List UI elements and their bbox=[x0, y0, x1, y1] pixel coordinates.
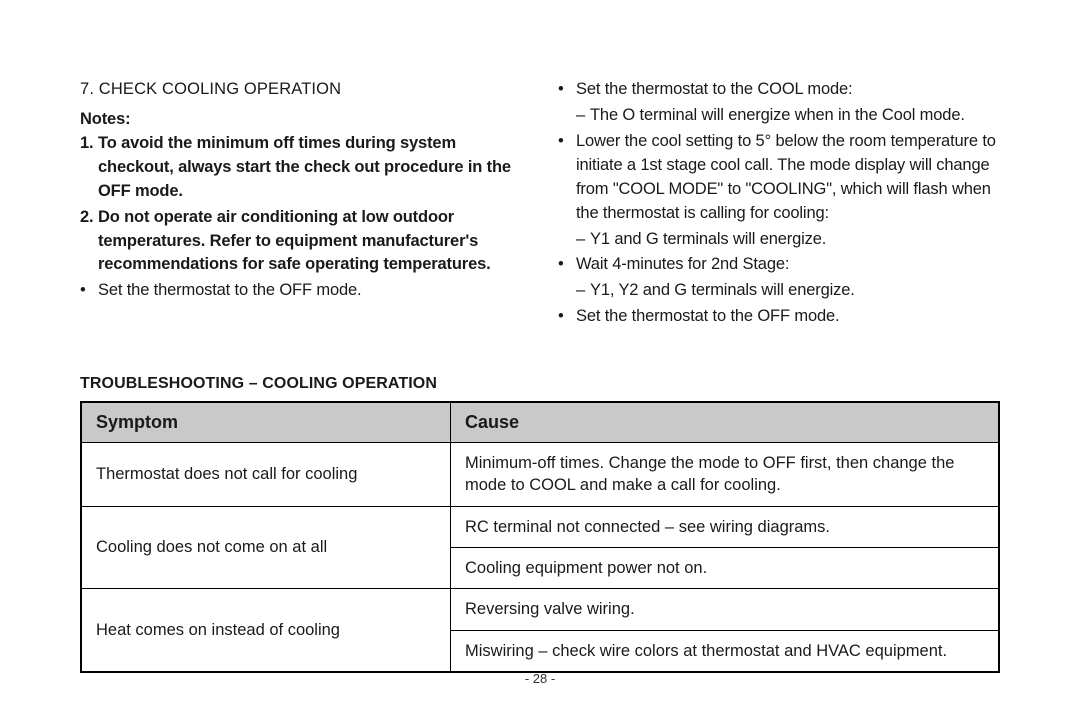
table-row: Thermostat does not call for cooling Min… bbox=[81, 443, 999, 507]
bullet-text: Lower the cool setting to 5° below the r… bbox=[576, 130, 1000, 226]
table-row: Heat comes on instead of cooling Reversi… bbox=[81, 589, 999, 630]
sub-text: Y1, Y2 and G terminals will energize. bbox=[590, 279, 1000, 303]
two-column-body: 7. CHECK COOLING OPERATION Notes: 1. To … bbox=[80, 78, 1000, 331]
cell-cause: Minimum-off times. Change the mode to OF… bbox=[451, 443, 1000, 507]
page-number: - 28 - bbox=[0, 671, 1080, 686]
bullet-icon: • bbox=[80, 279, 98, 303]
dash-icon: – bbox=[576, 279, 590, 303]
table-header-row: Symptom Cause bbox=[81, 402, 999, 443]
troubleshoot-table: Symptom Cause Thermostat does not call f… bbox=[80, 401, 1000, 673]
cell-cause: Reversing valve wiring. bbox=[451, 589, 1000, 630]
bullet-text: Set the thermostat to the COOL mode: bbox=[576, 78, 1000, 102]
bullet-item: • Set the thermostat to the OFF mode. bbox=[558, 305, 1000, 329]
cell-cause: Cooling equipment power not on. bbox=[451, 548, 1000, 589]
col-symptom: Symptom bbox=[81, 402, 451, 443]
sub-item: – Y1, Y2 and G terminals will energize. bbox=[558, 279, 1000, 303]
bullet-item: • Lower the cool setting to 5° below the… bbox=[558, 130, 1000, 226]
bullet-text: Wait 4-minutes for 2nd Stage: bbox=[576, 253, 1000, 277]
cell-symptom: Thermostat does not call for cooling bbox=[81, 443, 451, 507]
note-item: 2. Do not operate air conditioning at lo… bbox=[80, 206, 522, 278]
bullet-item: • Wait 4-minutes for 2nd Stage: bbox=[558, 253, 1000, 277]
sub-item: – Y1 and G terminals will energize. bbox=[558, 228, 1000, 252]
section-heading: 7. CHECK COOLING OPERATION bbox=[80, 78, 522, 102]
sub-item: – The O terminal will energize when in t… bbox=[558, 104, 1000, 128]
bullet-text: Set the thermostat to the OFF mode. bbox=[576, 305, 1000, 329]
manual-page: 7. CHECK COOLING OPERATION Notes: 1. To … bbox=[0, 0, 1080, 720]
notes-label: Notes: bbox=[80, 108, 522, 132]
note-number: 2. bbox=[80, 206, 98, 278]
bullet-icon: • bbox=[558, 130, 576, 226]
dash-icon: – bbox=[576, 104, 590, 128]
troubleshoot-title: TROUBLESHOOTING – COOLING OPERATION bbox=[80, 375, 1000, 393]
table-row: Cooling does not come on at all RC termi… bbox=[81, 506, 999, 547]
bullet-icon: • bbox=[558, 78, 576, 102]
left-column: 7. CHECK COOLING OPERATION Notes: 1. To … bbox=[80, 78, 522, 331]
right-column: • Set the thermostat to the COOL mode: –… bbox=[558, 78, 1000, 331]
note-text: To avoid the minimum off times during sy… bbox=[98, 132, 522, 204]
sub-text: The O terminal will energize when in the… bbox=[590, 104, 1000, 128]
cell-cause: Miswiring – check wire colors at thermos… bbox=[451, 630, 1000, 672]
note-item: 1. To avoid the minimum off times during… bbox=[80, 132, 522, 204]
col-cause: Cause bbox=[451, 402, 1000, 443]
note-text: Do not operate air conditioning at low o… bbox=[98, 206, 522, 278]
bullet-icon: • bbox=[558, 305, 576, 329]
cell-cause: RC terminal not connected – see wiring d… bbox=[451, 506, 1000, 547]
cell-symptom: Cooling does not come on at all bbox=[81, 506, 451, 589]
bullet-item: • Set the thermostat to the COOL mode: bbox=[558, 78, 1000, 102]
dash-icon: – bbox=[576, 228, 590, 252]
bullet-text: Set the thermostat to the OFF mode. bbox=[98, 279, 522, 303]
bullet-item: • Set the thermostat to the OFF mode. bbox=[80, 279, 522, 303]
cell-symptom: Heat comes on instead of cooling bbox=[81, 589, 451, 672]
bullet-icon: • bbox=[558, 253, 576, 277]
sub-text: Y1 and G terminals will energize. bbox=[590, 228, 1000, 252]
note-number: 1. bbox=[80, 132, 98, 204]
